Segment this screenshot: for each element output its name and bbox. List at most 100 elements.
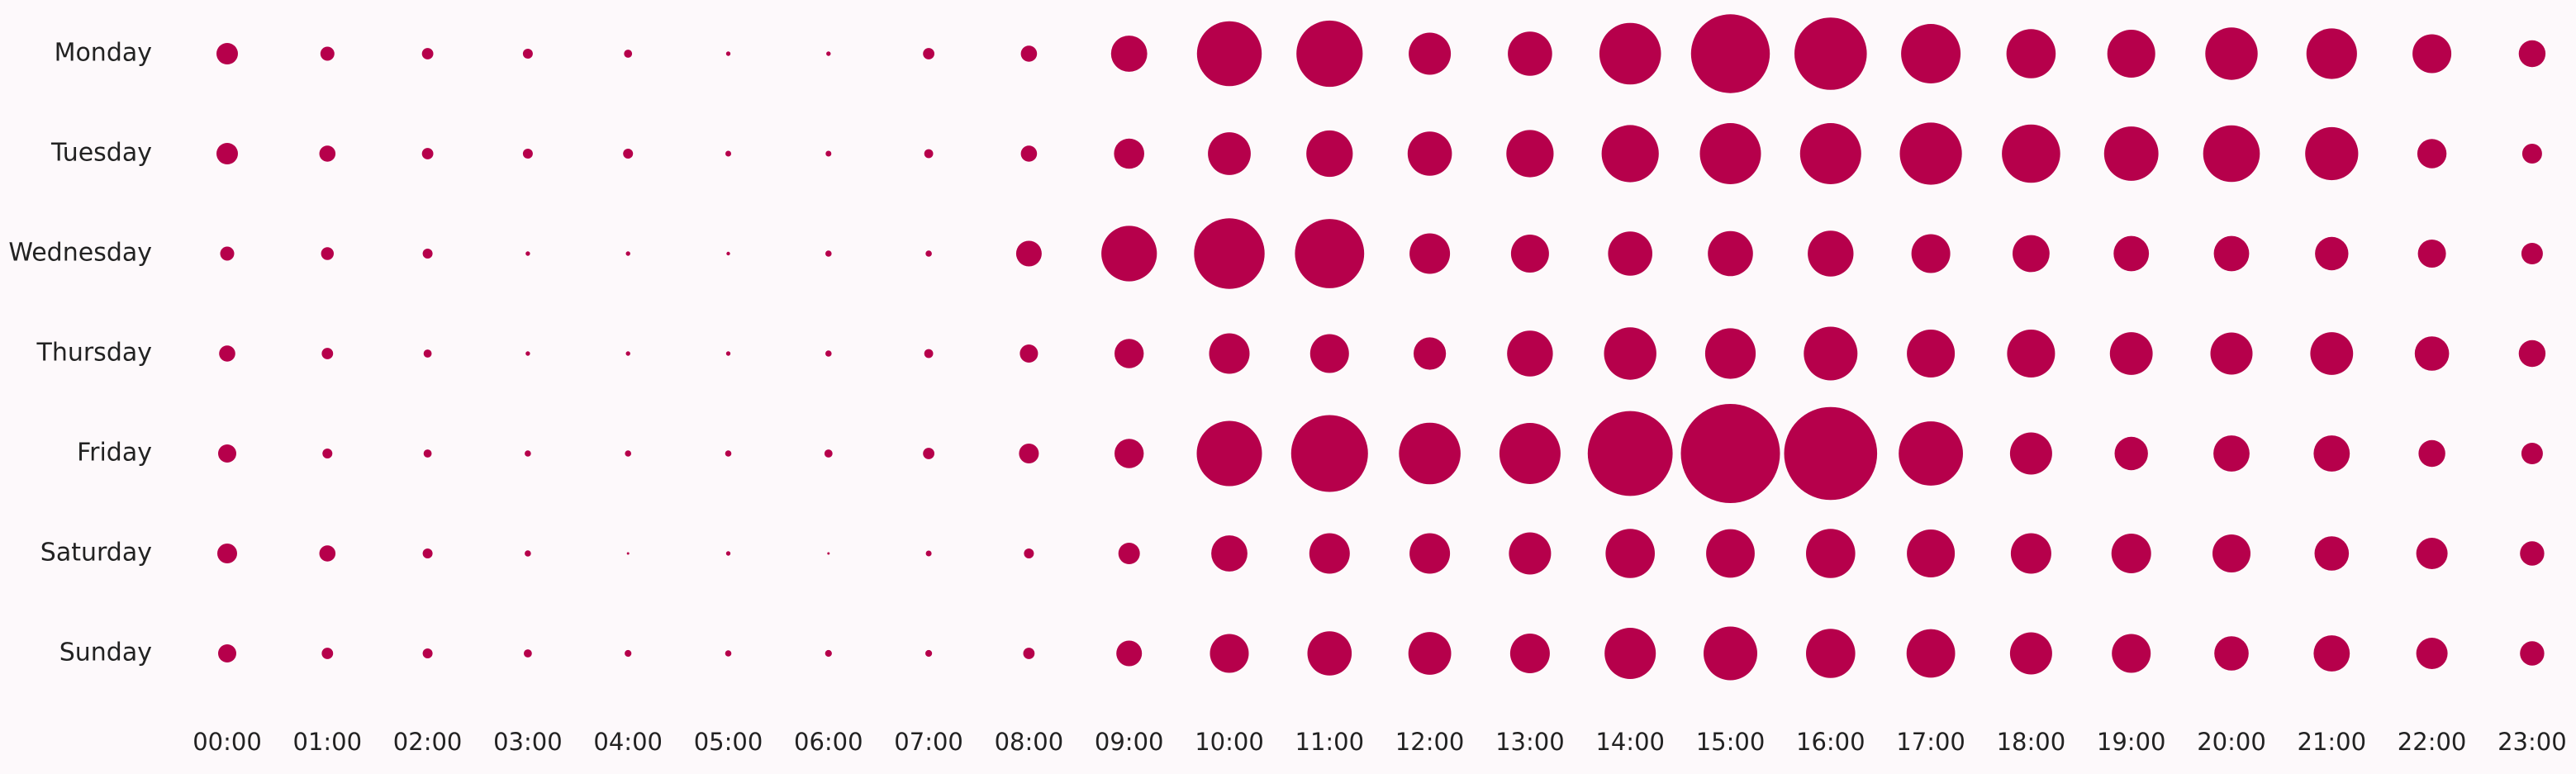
bubble-thursday-1000 (1209, 333, 1250, 374)
bubble-wednesday-1000 (1194, 218, 1265, 289)
bubble-saturday-0700 (925, 550, 932, 557)
bubble-thursday-1800 (2007, 330, 2056, 378)
bubble-thursday-0200 (423, 349, 432, 358)
bubble-tuesday-0200 (421, 148, 434, 159)
bubble-wednesday-1700 (1911, 234, 1951, 273)
bubble-saturday-1100 (1309, 533, 1350, 574)
bubble-friday-0500 (725, 450, 732, 457)
column-label-0300: 03:00 (493, 728, 563, 756)
bubble-thursday-0300 (525, 351, 530, 356)
row-label-friday: Friday (77, 439, 152, 468)
bubble-monday-1900 (2107, 30, 2155, 78)
bubble-friday-2300 (2521, 443, 2543, 464)
bubble-monday-0500 (725, 51, 731, 56)
bubble-thursday-0100 (321, 348, 334, 359)
bubble-tuesday-0400 (623, 149, 634, 159)
bubble-sunday-0100 (321, 648, 334, 659)
bubble-saturday-0100 (319, 545, 336, 562)
bubble-friday-0700 (923, 448, 934, 459)
bubble-saturday-1000 (1211, 535, 1248, 572)
bubble-wednesday-0000 (220, 246, 235, 261)
bubble-sunday-0900 (1116, 640, 1143, 667)
bubble-sunday-2300 (2520, 641, 2545, 666)
bubble-monday-1300 (1508, 31, 1552, 76)
bubble-thursday-0600 (825, 350, 832, 357)
bubble-friday-1800 (2009, 432, 2052, 475)
bubble-wednesday-1800 (2013, 235, 2050, 273)
bubble-sunday-0400 (625, 649, 632, 658)
column-label-1600: 16:00 (1796, 728, 1865, 756)
bubble-thursday-2300 (2518, 340, 2546, 368)
column-label-0200: 02:00 (393, 728, 463, 756)
bubble-wednesday-1900 (2113, 235, 2150, 272)
bubble-tuesday-0000 (216, 143, 238, 164)
bubble-wednesday-2200 (2417, 240, 2446, 268)
column-label-0100: 01:00 (293, 728, 363, 756)
bubble-thursday-0000 (219, 345, 235, 362)
bubble-saturday-2100 (2314, 536, 2350, 571)
bubble-monday-2300 (2518, 40, 2546, 68)
bubble-saturday-0200 (422, 548, 433, 558)
bubble-monday-0600 (826, 51, 831, 56)
column-label-1900: 19:00 (2097, 728, 2166, 756)
bubble-sunday-1800 (2009, 632, 2052, 675)
column-label-2200: 22:00 (2398, 728, 2467, 756)
column-label-1000: 10:00 (1195, 728, 1264, 756)
bubble-saturday-1500 (1706, 529, 1755, 578)
bubble-tuesday-2000 (2203, 125, 2260, 183)
bubble-thursday-1100 (1309, 334, 1349, 373)
bubble-monday-0900 (1110, 36, 1148, 72)
bubble-monday-2200 (2412, 34, 2452, 74)
column-label-0500: 05:00 (694, 728, 763, 756)
bubble-tuesday-0300 (522, 149, 533, 159)
bubble-saturday-0600 (827, 552, 830, 555)
bubble-thursday-1200 (1414, 337, 1447, 370)
bubble-wednesday-1400 (1608, 231, 1652, 276)
bubble-sunday-0500 (725, 650, 732, 657)
bubble-wednesday-1600 (1808, 230, 1854, 277)
bubble-sunday-2100 (2313, 635, 2350, 672)
bubble-monday-0700 (923, 48, 934, 59)
column-label-0000: 00:00 (192, 728, 262, 756)
bubble-wednesday-1500 (1708, 230, 1753, 277)
bubble-saturday-1200 (1409, 533, 1451, 574)
column-label-1400: 14:00 (1595, 728, 1665, 756)
bubble-monday-2000 (2205, 27, 2258, 80)
row-label-thursday: Thursday (36, 339, 153, 368)
bubble-wednesday-0500 (726, 251, 730, 256)
bubble-wednesday-1200 (1409, 233, 1451, 274)
bubble-wednesday-2000 (2213, 235, 2250, 272)
bubble-monday-1500 (1690, 14, 1770, 93)
bubble-sunday-2200 (2416, 638, 2448, 669)
column-label-0600: 06:00 (794, 728, 863, 756)
column-labels: 00:00 01:00 02:00 03:00 04:00 05:00 06:00 07:00… (192, 728, 2566, 756)
bubble-tuesday-1300 (1506, 130, 1554, 178)
bubble-saturday-1700 (1907, 529, 1956, 577)
bubble-friday-1900 (2114, 436, 2148, 471)
column-label-1700: 17:00 (1896, 728, 1965, 756)
bubble-sunday-1500 (1704, 626, 1757, 681)
bubble-friday-0900 (1115, 439, 1144, 468)
bubble-friday-0600 (824, 449, 833, 458)
bubble-friday-1300 (1499, 423, 1561, 484)
bubble-tuesday-2200 (2417, 139, 2447, 169)
row-label-wednesday: Wednesday (8, 239, 152, 268)
bubble-tuesday-0800 (1020, 145, 1038, 162)
bubble-thursday-0700 (924, 349, 934, 359)
bubble-monday-0200 (421, 48, 434, 59)
column-label-1100: 11:00 (1295, 728, 1365, 756)
bubble-friday-0300 (525, 450, 531, 457)
bubble-sunday-1300 (1509, 634, 1550, 673)
bubble-sunday-1400 (1604, 628, 1656, 679)
bubbles (216, 14, 2546, 681)
bubble-saturday-2000 (2212, 534, 2250, 572)
bubble-monday-1100 (1296, 20, 1363, 88)
bubble-tuesday-1500 (1699, 123, 1761, 184)
bubble-tuesday-1900 (2103, 126, 2159, 181)
bubble-saturday-0500 (725, 551, 731, 556)
bubble-monday-0800 (1020, 45, 1038, 62)
bubble-saturday-0800 (1024, 548, 1034, 558)
bubble-friday-2100 (2313, 435, 2350, 472)
bubble-thursday-2100 (2310, 332, 2354, 375)
